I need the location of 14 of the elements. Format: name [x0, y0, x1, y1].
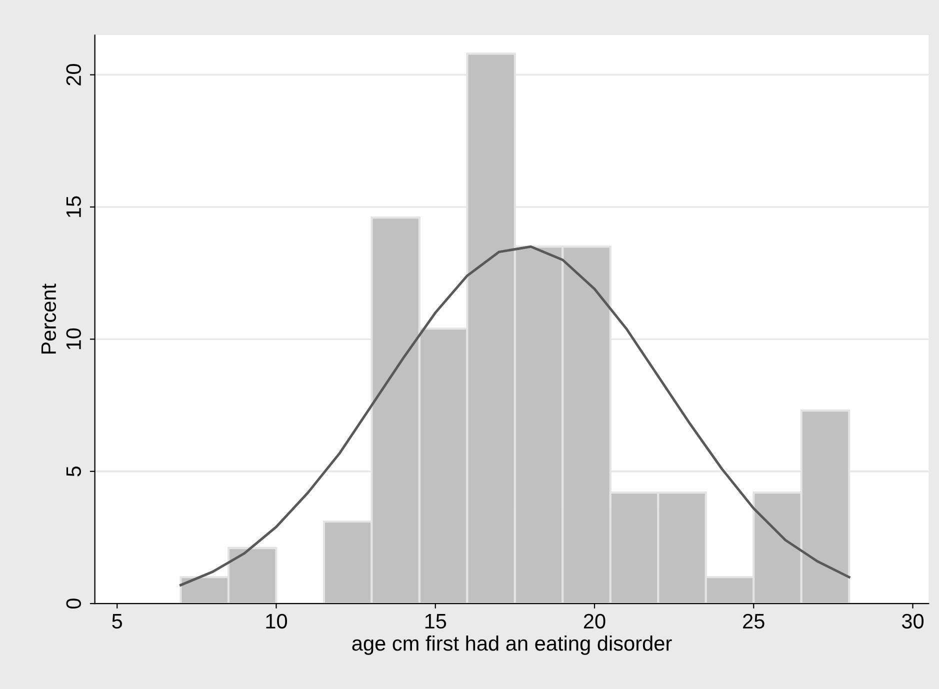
- x-tick-label: 10: [266, 614, 288, 629]
- x-tick-label: 15: [425, 614, 446, 629]
- x-tick-label: 20: [584, 614, 606, 629]
- x-tick-label: 25: [743, 614, 764, 629]
- y-axis-title: Percent: [41, 284, 56, 354]
- y-tick-label: 5: [66, 466, 81, 476]
- y-tick-label: 10: [66, 328, 81, 350]
- x-tick-label: 30: [902, 614, 924, 629]
- y-tick-label: 20: [66, 64, 81, 86]
- y-tick-label: 15: [66, 196, 81, 217]
- line-series: [180, 245, 850, 586]
- x-tick-label: 5: [112, 614, 122, 629]
- x-axis-title: age cm first had an eating disorder: [352, 635, 672, 655]
- y-tick-label: 0: [66, 598, 81, 609]
